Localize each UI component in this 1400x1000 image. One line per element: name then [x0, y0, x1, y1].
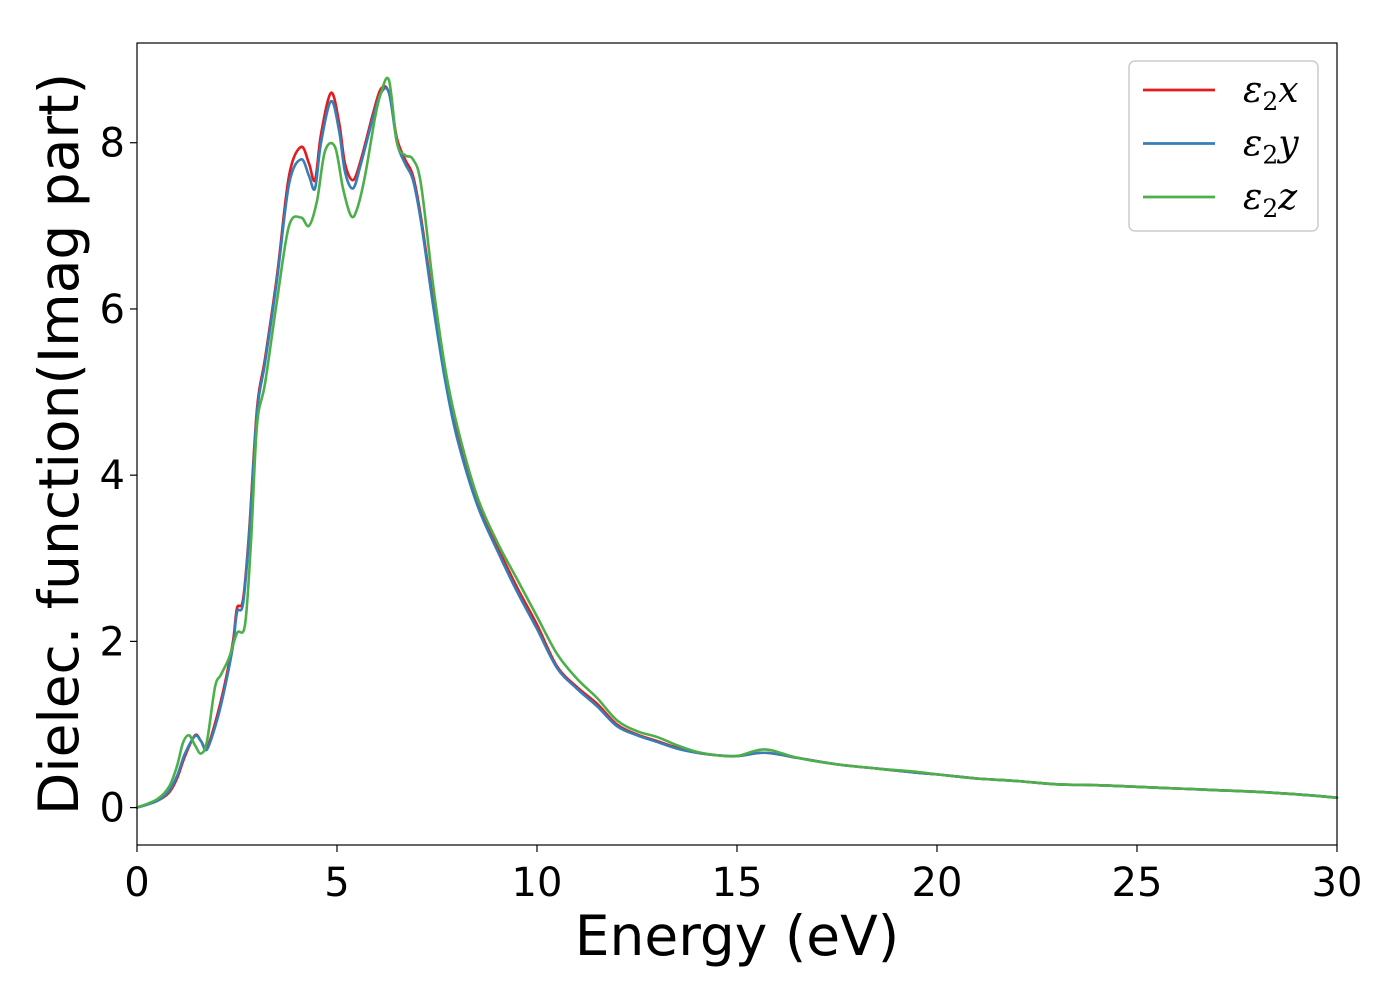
- legend-label-2: ε2y: [1243, 124, 1299, 170]
- series-layer: [135, 76, 1339, 809]
- legend-label-3: ε2z: [1243, 177, 1298, 223]
- y-axis-label: Dielec. function(Imag part): [27, 73, 91, 815]
- y-tick-label: 2: [100, 619, 125, 665]
- legend-label-1: ε2x: [1243, 70, 1299, 116]
- series-line-3: [135, 76, 1339, 809]
- x-tick-label: 10: [512, 860, 563, 906]
- legend-box: [1128, 60, 1319, 232]
- x-axis: 0 5 10 15 20 25 30: [124, 845, 1362, 906]
- legend: ε2x ε2y ε2z: [1128, 60, 1319, 232]
- x-tick-label: 25: [1112, 860, 1163, 906]
- y-tick-label: 6: [100, 287, 125, 333]
- y-axis: 0 2 4 6 8: [100, 121, 137, 832]
- x-axis-label: Energy (eV): [575, 904, 899, 968]
- x-tick-label: 20: [912, 860, 963, 906]
- x-tick-label: 0: [124, 860, 149, 906]
- y-tick-label: 8: [100, 121, 125, 167]
- x-tick-label: 15: [712, 860, 763, 906]
- y-tick-label: 4: [100, 453, 125, 499]
- x-tick-label: 5: [324, 860, 349, 906]
- y-tick-label: 0: [100, 786, 125, 832]
- x-tick-label: 30: [1312, 860, 1363, 906]
